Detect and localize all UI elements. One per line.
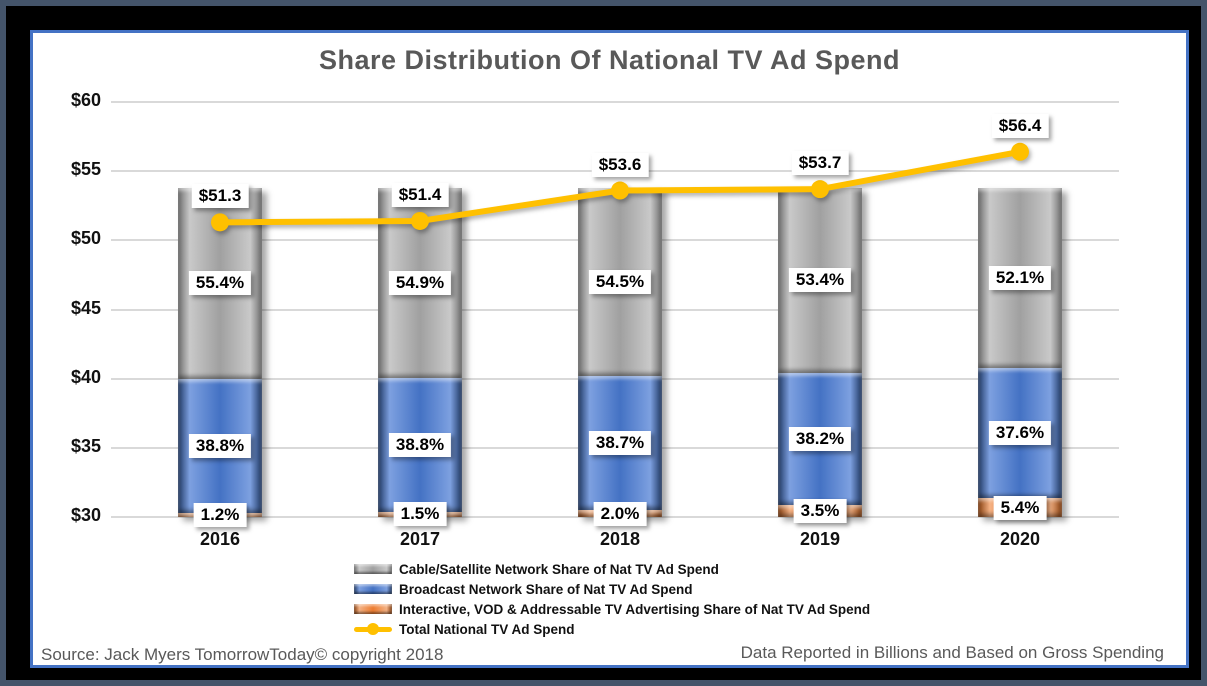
percent-label: 53.4%: [788, 268, 852, 293]
percent-label: 54.5%: [588, 270, 652, 294]
percent-label: 38.7%: [588, 431, 652, 456]
y-axis-tick-label: $50: [70, 228, 101, 249]
legend-bar-swatch-icon: [354, 584, 392, 594]
y-axis-tick-label: $45: [70, 297, 101, 318]
y-axis-tick-label: $35: [70, 435, 101, 456]
legend-label: Cable/Satellite Network Share of Nat TV …: [399, 561, 719, 577]
billions-note: Data Reported in Billions and Based on G…: [740, 643, 1164, 662]
percent-label: 52.1%: [988, 265, 1052, 290]
percent-label: 38.8%: [388, 432, 452, 457]
black-frame-band: Share Distribution Of National TV Ad Spe…: [6, 6, 1201, 680]
legend-label: Interactive, VOD & Addressable TV Advert…: [399, 601, 871, 617]
total-value-label: $51.3: [191, 184, 249, 209]
x-axis-label-2018: 2018: [599, 529, 641, 549]
percent-label: 37.6%: [988, 421, 1052, 446]
stacked-bar-2018: [578, 187, 662, 517]
percent-label: 2.0%: [593, 501, 647, 526]
stacked-bar-2017: [378, 187, 462, 517]
percent-label: 38.2%: [788, 426, 852, 451]
percent-label: 54.9%: [388, 270, 452, 295]
percent-label: 55.4%: [188, 271, 252, 296]
legend-label: Broadcast Network Share of Nat TV Ad Spe…: [399, 581, 693, 597]
percent-label: 38.8%: [188, 433, 252, 458]
y-axis-tick-label: $55: [70, 159, 101, 180]
y-axis-tick-label: $30: [70, 505, 101, 525]
total-value-label: $53.7: [791, 151, 849, 176]
legend-label: Total National TV Ad Spend: [399, 621, 575, 637]
legend-item: Interactive, VOD & Addressable TV Advert…: [354, 599, 870, 619]
stacked-bar-2019: [778, 187, 862, 517]
stacked-bar-2016: [178, 187, 262, 517]
chart-title: Share Distribution Of National TV Ad Spe…: [318, 45, 901, 75]
legend-bar-swatch-icon: [354, 604, 392, 614]
x-axis-label-2016: 2016: [199, 529, 241, 549]
gridline: [111, 101, 1119, 103]
legend-item: Cable/Satellite Network Share of Nat TV …: [354, 559, 870, 579]
y-axis-tick-label: $40: [70, 366, 101, 387]
legend-item: Total National TV Ad Spend: [354, 619, 870, 639]
percent-label: 5.4%: [993, 495, 1047, 520]
total-value-label: $51.4: [391, 182, 449, 207]
source-note: Source: Jack Myers TomorrowToday© copyri…: [41, 645, 444, 664]
x-axis-label-2020: 2020: [999, 529, 1041, 549]
percent-label: 1.2%: [193, 502, 247, 527]
legend: Cable/Satellite Network Share of Nat TV …: [354, 559, 870, 639]
legend-item: Broadcast Network Share of Nat TV Ad Spe…: [354, 579, 870, 599]
percent-label: 3.5%: [793, 498, 847, 523]
stacked-bar-2020: [978, 187, 1062, 517]
chart-canvas: Share Distribution Of National TV Ad Spe…: [30, 30, 1189, 668]
legend-bar-swatch-icon: [354, 564, 392, 574]
total-value-label: $53.6: [591, 152, 649, 177]
y-axis-tick-label: $60: [70, 90, 101, 110]
total-value-label: $56.4: [991, 113, 1049, 138]
percent-label: 1.5%: [393, 502, 447, 527]
x-axis-label-2017: 2017: [399, 529, 441, 549]
x-axis-label-2019: 2019: [799, 529, 841, 549]
line-marker: [1011, 142, 1029, 161]
legend-line-swatch-icon: [354, 622, 392, 636]
